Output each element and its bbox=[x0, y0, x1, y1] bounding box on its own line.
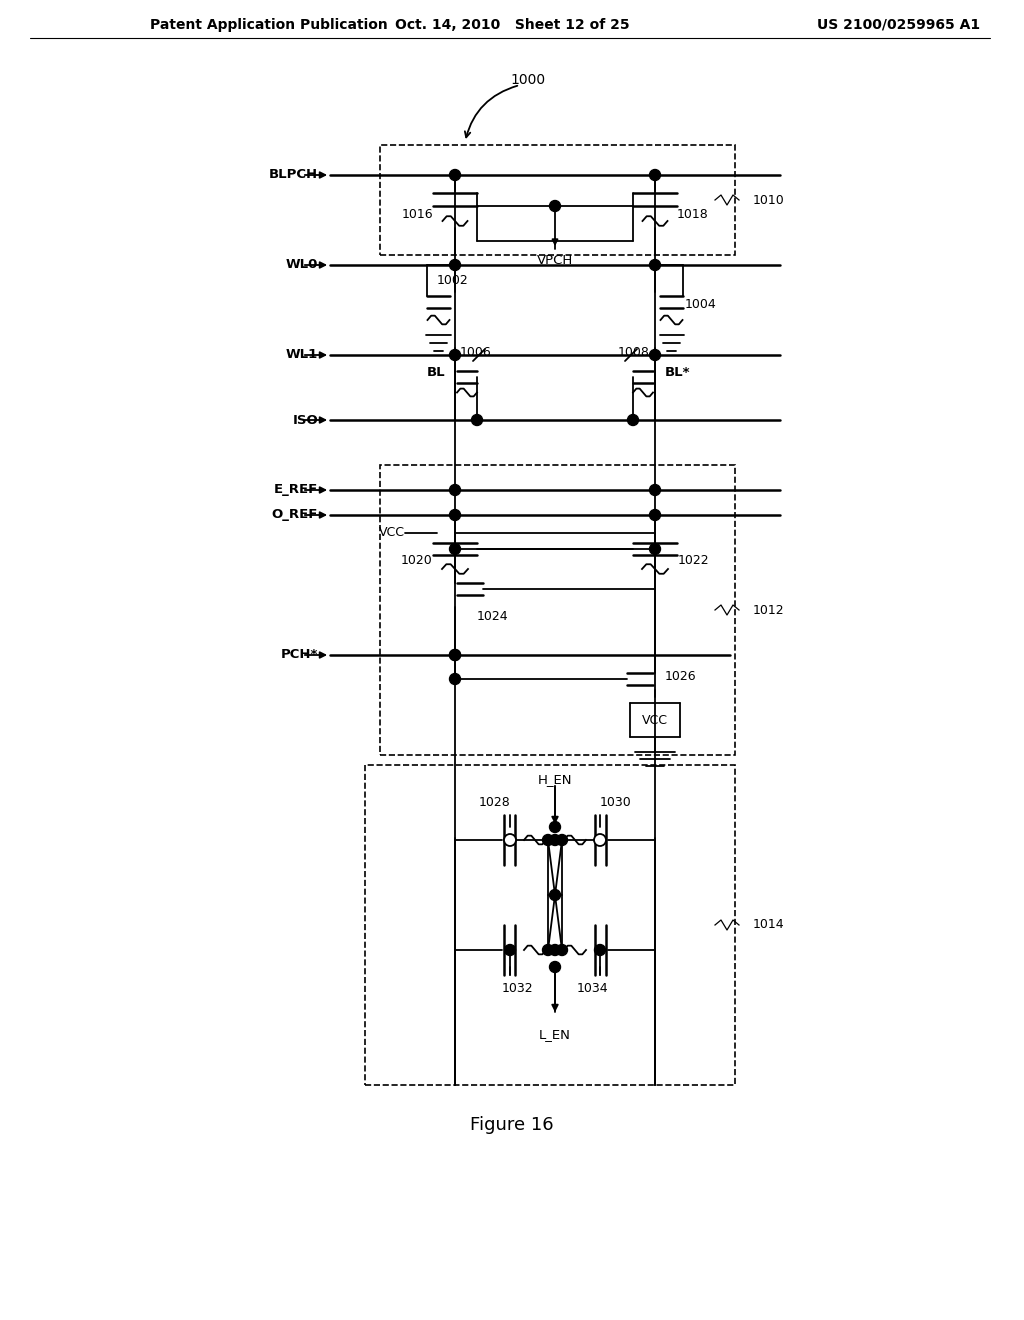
Text: 1014: 1014 bbox=[753, 919, 784, 932]
Circle shape bbox=[550, 961, 560, 973]
Circle shape bbox=[594, 834, 606, 846]
Text: 1002: 1002 bbox=[437, 273, 469, 286]
Bar bbox=[365, 766, 735, 1085]
Text: 1030: 1030 bbox=[600, 796, 632, 808]
Circle shape bbox=[450, 169, 461, 181]
Text: 1008: 1008 bbox=[618, 346, 650, 359]
Text: Patent Application Publication: Patent Application Publication bbox=[150, 18, 388, 32]
Text: BLPCH: BLPCH bbox=[269, 169, 318, 181]
Text: BL: BL bbox=[426, 366, 445, 379]
Text: 1034: 1034 bbox=[577, 982, 608, 994]
Text: 1028: 1028 bbox=[478, 796, 510, 808]
Text: VPCH: VPCH bbox=[537, 255, 573, 268]
Circle shape bbox=[556, 945, 567, 956]
Bar bbox=[380, 145, 735, 255]
Text: 1016: 1016 bbox=[401, 207, 433, 220]
Text: 1026: 1026 bbox=[665, 671, 696, 684]
Text: E_REF: E_REF bbox=[273, 483, 318, 496]
Text: 1020: 1020 bbox=[401, 553, 433, 566]
Text: 1006: 1006 bbox=[460, 346, 492, 359]
Text: 1018: 1018 bbox=[677, 207, 709, 220]
Bar bbox=[380, 465, 735, 755]
Circle shape bbox=[550, 945, 560, 956]
Text: 1022: 1022 bbox=[677, 553, 709, 566]
Text: 1004: 1004 bbox=[685, 298, 717, 312]
Circle shape bbox=[450, 350, 461, 360]
Text: ISO: ISO bbox=[292, 413, 318, 426]
Text: 1000: 1000 bbox=[510, 73, 545, 87]
Circle shape bbox=[543, 945, 554, 956]
Circle shape bbox=[543, 834, 554, 846]
Circle shape bbox=[550, 821, 560, 833]
Text: H_EN: H_EN bbox=[538, 774, 572, 787]
Text: VCC: VCC bbox=[379, 527, 406, 540]
Circle shape bbox=[550, 890, 560, 900]
Circle shape bbox=[450, 544, 461, 554]
Circle shape bbox=[450, 260, 461, 271]
Text: 1010: 1010 bbox=[753, 194, 784, 206]
Text: WL1: WL1 bbox=[286, 348, 318, 362]
Circle shape bbox=[649, 169, 660, 181]
Text: PCH*: PCH* bbox=[281, 648, 318, 661]
Circle shape bbox=[450, 649, 461, 660]
Circle shape bbox=[450, 484, 461, 495]
Circle shape bbox=[649, 484, 660, 495]
Text: WL0: WL0 bbox=[286, 259, 318, 272]
Circle shape bbox=[628, 414, 639, 425]
Text: 1032: 1032 bbox=[502, 982, 534, 994]
Text: L_EN: L_EN bbox=[539, 1028, 571, 1041]
Circle shape bbox=[649, 260, 660, 271]
Circle shape bbox=[649, 544, 660, 554]
Text: US 2100/0259965 A1: US 2100/0259965 A1 bbox=[817, 18, 980, 32]
Circle shape bbox=[649, 510, 660, 520]
Circle shape bbox=[595, 945, 605, 956]
Circle shape bbox=[504, 834, 516, 846]
Circle shape bbox=[505, 945, 515, 956]
Circle shape bbox=[450, 673, 461, 685]
Circle shape bbox=[471, 414, 482, 425]
Text: O_REF: O_REF bbox=[271, 508, 318, 521]
Circle shape bbox=[550, 834, 560, 846]
Circle shape bbox=[556, 834, 567, 846]
Text: Figure 16: Figure 16 bbox=[470, 1115, 554, 1134]
Text: Oct. 14, 2010   Sheet 12 of 25: Oct. 14, 2010 Sheet 12 of 25 bbox=[394, 18, 630, 32]
Circle shape bbox=[450, 649, 461, 660]
Circle shape bbox=[550, 201, 560, 211]
Text: BL*: BL* bbox=[665, 366, 690, 379]
Text: 1024: 1024 bbox=[477, 610, 509, 623]
Circle shape bbox=[450, 510, 461, 520]
Text: 1012: 1012 bbox=[753, 603, 784, 616]
Text: VCC: VCC bbox=[642, 714, 668, 726]
Circle shape bbox=[649, 350, 660, 360]
